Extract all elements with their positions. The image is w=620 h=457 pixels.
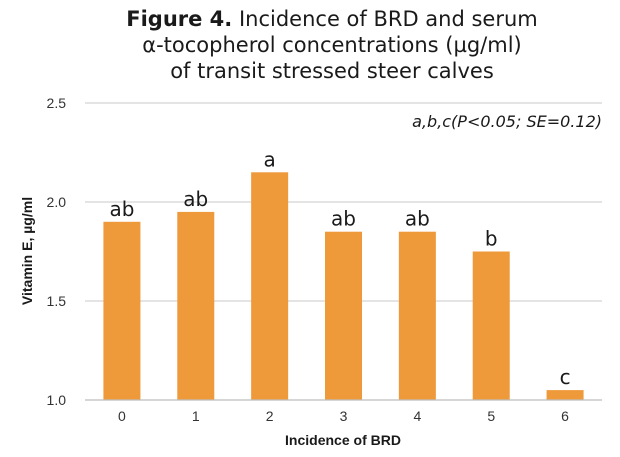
chart-title-rest: Incidence of BRD and serum [232, 7, 537, 31]
bar [472, 251, 510, 400]
x-tick-labels: 0 1 2 3 4 5 6 [118, 408, 569, 424]
bar-data-label: ab [331, 207, 356, 231]
bar [251, 172, 289, 400]
bar-data-label: ab [109, 197, 134, 221]
x-tick-label: 0 [118, 408, 126, 424]
chart-title-line-3: of transit stressed steer calves [170, 59, 494, 83]
y-tick-label: 2.0 [47, 194, 67, 210]
y-tick-label: 1.0 [47, 392, 67, 408]
y-tick-label: 1.5 [47, 293, 67, 309]
y-axis-title: Vitamin E, µg/ml [19, 197, 35, 305]
bar-data-label: b [485, 227, 498, 251]
bar [546, 390, 584, 400]
bar [177, 211, 215, 400]
bar-data-label: ab [405, 207, 430, 231]
bar [103, 221, 141, 400]
x-tick-label: 5 [487, 408, 495, 424]
y-tick-label: 2.5 [47, 95, 67, 111]
chart-title-line-2: α-tocopherol concentrations (µg/ml) [142, 33, 522, 57]
x-tick-label: 2 [266, 408, 274, 424]
bar [398, 231, 436, 400]
chart-title-bold: Figure 4. [126, 7, 232, 31]
data-labels: ab ab a ab ab b c [109, 147, 570, 389]
y-tick-labels: 1.0 1.5 2.0 2.5 [47, 95, 67, 408]
x-tick-label: 6 [561, 408, 569, 424]
significance-annotation: a,b,c(P<0.05; SE=0.12) [412, 112, 602, 131]
bar [325, 231, 362, 400]
chart-title: Figure 4. Incidence of BRD and serum α-t… [126, 7, 538, 83]
bar-data-label: a [264, 147, 276, 171]
chart-title-line-1: Figure 4. Incidence of BRD and serum [126, 7, 538, 31]
bar-data-label: ab [183, 187, 208, 211]
bars [103, 172, 584, 400]
x-axis-title: Incidence of BRD [285, 432, 401, 448]
bar-data-label: c [560, 365, 571, 389]
x-tick-label: 1 [192, 408, 200, 424]
x-tick-label: 4 [413, 408, 421, 424]
x-tick-label: 3 [340, 408, 348, 424]
